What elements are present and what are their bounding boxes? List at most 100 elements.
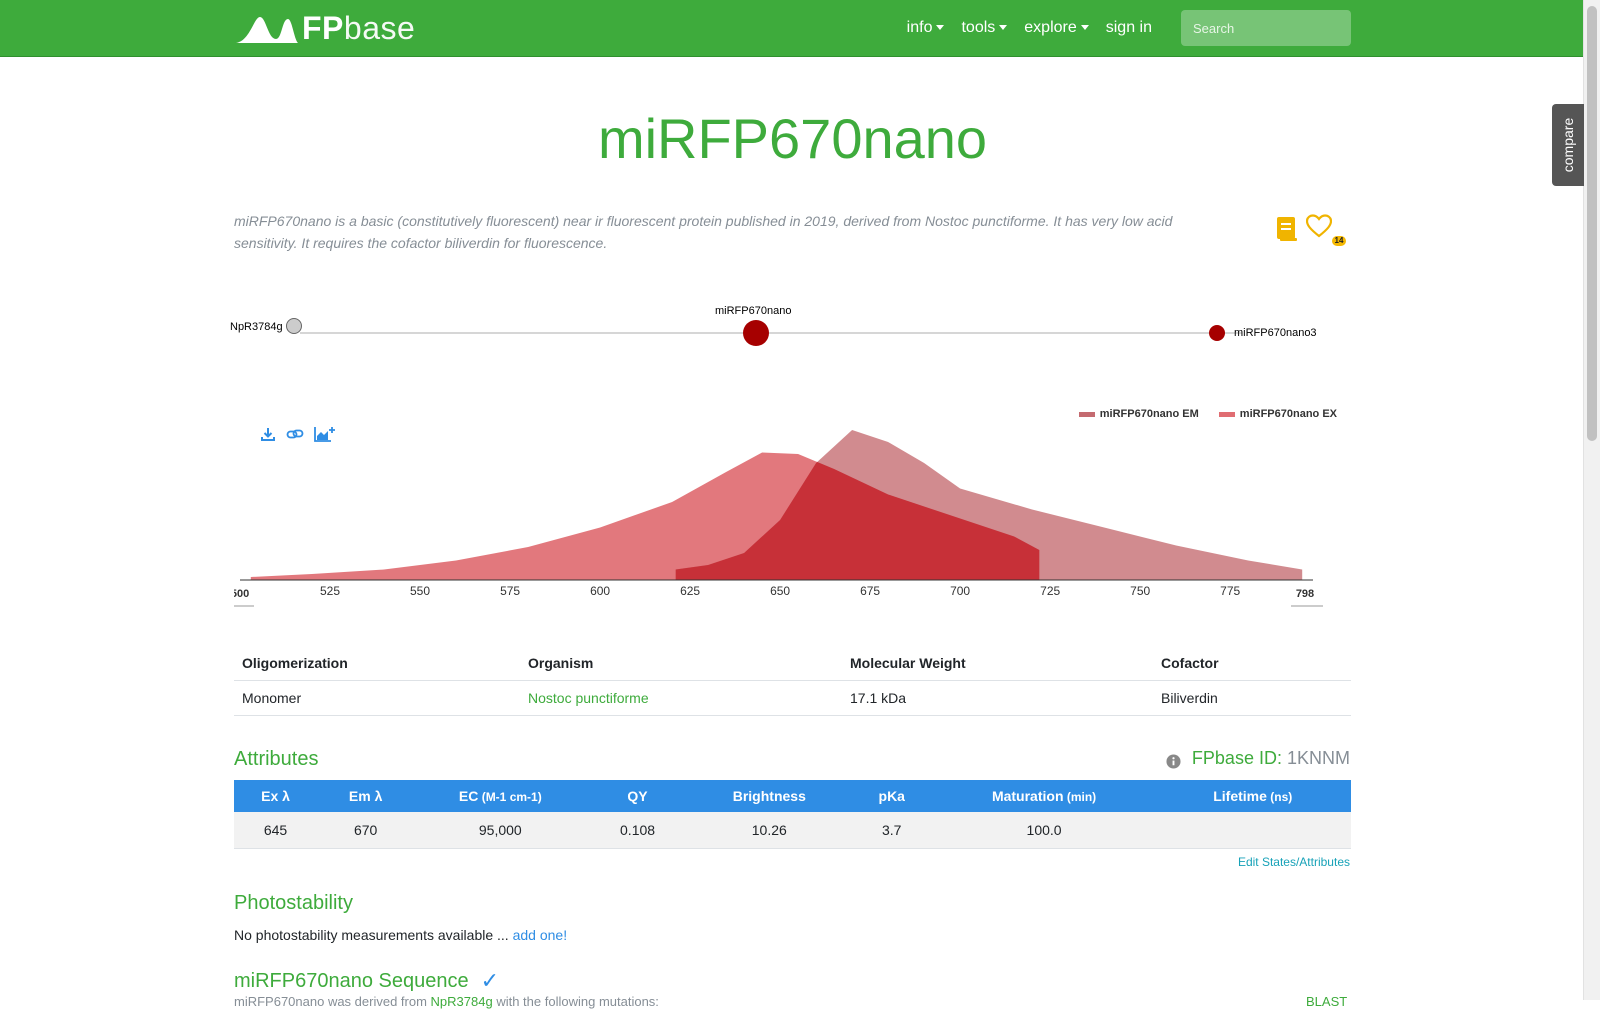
protein-description: miRFP670nano is a basic (constitutively … (234, 213, 1173, 251)
compare-tab-label: compare (1560, 117, 1576, 173)
download-icon[interactable] (260, 426, 276, 442)
organism-link[interactable]: Nostoc punctiforme (528, 690, 649, 706)
attributes-table: Ex λ Em λ EC (M-1 cm-1) QY Brightness pKa Matu… (234, 780, 1351, 849)
x-tick-label-575: 575 (500, 584, 520, 598)
spectra-viewer: miRFP670nano EM miRFP670nano EX 525 550 57… (228, 400, 1351, 620)
x-tick-label-725: 725 (1040, 584, 1060, 598)
photostability-heading: Photostability (234, 892, 353, 914)
protein-actions: 14 (1276, 212, 1346, 248)
parent-protein-link[interactable]: NpR3784g (430, 994, 493, 1009)
attributes-heading: Attributes (234, 748, 319, 770)
oligomerization-value: Monomer (234, 680, 520, 716)
attr-header-7: Lifetime (ns) (1154, 780, 1351, 812)
header-oligomerization: Oligomerization (234, 646, 520, 681)
x-tick-label-650: 650 (770, 584, 790, 598)
lineage-line (300, 332, 1242, 334)
navbar: FPbase info tools explore sign in (0, 0, 1584, 57)
properties-table: Oligomerization Organism Molecular Weigh… (234, 646, 1351, 716)
spectra-toolbar (260, 426, 336, 442)
compare-tab[interactable]: compare (1552, 104, 1584, 186)
lineage-chart: NpR3784g miRFP670nano miRFP670nano3 (230, 300, 1351, 360)
attr-value-1: 670 (317, 812, 415, 849)
book-icon[interactable] (1276, 216, 1298, 242)
cofactor-value: Biliverdin (1153, 680, 1351, 716)
spectrum-overlap (675, 452, 1040, 580)
caret-down-icon (1080, 25, 1089, 31)
properties-header-row: Oligomerization Organism Molecular Weigh… (234, 646, 1351, 681)
photostability-text: No photostability measurements available… (234, 927, 568, 943)
header-organism: Organism (520, 646, 842, 681)
attr-header-unit: (M-1 cm-1) (478, 790, 542, 804)
scrollbar-thumb[interactable] (1587, 6, 1597, 441)
page-scrollbar[interactable] (1583, 0, 1600, 1000)
attr-value-5: 3.7 (849, 812, 934, 849)
info-icon[interactable] (1166, 754, 1181, 769)
x-tick-label-525: 525 (320, 584, 340, 598)
attributes-header-row: Ex λ Em λ EC (M-1 cm-1) QY Brightness pKa Matu… (234, 780, 1351, 812)
sequence-heading: miRFP670nano Sequence (234, 969, 469, 992)
attr-header-6: Maturation (min) (933, 780, 1155, 812)
x-max-label: 798 (1296, 588, 1314, 600)
x-tick-label-625: 625 (680, 584, 700, 598)
attr-value-2: 95,000 (414, 812, 587, 849)
sequence-subtitle: miRFP670nano was derived from NpR3784g w… (234, 994, 659, 1009)
x-tick-label-675: 675 (860, 584, 880, 598)
fpbase-logo[interactable]: FPbase (236, 10, 415, 46)
attr-header-3: QY (586, 780, 689, 812)
attr-header-5: pKa (849, 780, 934, 812)
lineage-node-child[interactable] (1209, 325, 1225, 341)
blast-link[interactable]: BLAST (1306, 994, 1348, 1009)
brand-name: FPbase (302, 9, 416, 46)
attr-value-0: 645 (234, 812, 318, 849)
legend-swatch-ex (1218, 411, 1235, 417)
spectra-legend: miRFP670nano EM miRFP670nano EX (1078, 408, 1337, 420)
attr-header-unit: (ns) (1266, 790, 1293, 804)
fpbase-id: FPbase ID: 1KNNM (1191, 748, 1350, 768)
header-cofactor: Cofactor (1153, 646, 1351, 681)
attr-header-2: EC (M-1 cm-1) (414, 780, 587, 812)
x-min-label: 500 (234, 588, 249, 600)
protein-title: miRFP670nano (597, 107, 988, 170)
attributes-row: 645 670 95,000 0.108 10.26 3.7 100.0 (234, 812, 1351, 849)
heart-favorite-icon[interactable] (1306, 214, 1332, 238)
nav-sign-in[interactable]: sign in (1105, 19, 1152, 36)
spectra-plot[interactable]: 525 550 575 600 625 650 675 700 725 750 775 500 798 (228, 400, 1351, 620)
add-photostability-link[interactable]: add one! (512, 927, 568, 943)
attr-header-4: Brightness (688, 780, 850, 812)
x-tick-label-750: 750 (1130, 584, 1150, 598)
nav-menu: info tools explore sign in (890, 0, 1152, 56)
attr-value-3: 0.108 (586, 812, 689, 849)
checkmark-icon: ✓ (480, 968, 500, 993)
search-input[interactable] (1181, 10, 1351, 46)
legend-item-em[interactable]: miRFP670nano EM (1078, 408, 1199, 420)
lineage-node-parent[interactable] (286, 318, 302, 334)
attr-value-7 (1154, 812, 1351, 849)
attr-value-6: 100.0 (933, 812, 1155, 849)
lineage-label-child[interactable]: miRFP670nano3 (1234, 327, 1317, 339)
link-icon[interactable] (286, 426, 304, 442)
lineage-node-current[interactable] (743, 320, 769, 346)
sequence-header: miRFP670nano Sequence ✓ (234, 968, 499, 994)
spectrum-logo-icon (236, 17, 298, 43)
attr-value-4: 10.26 (688, 812, 850, 849)
header-molecular-weight: Molecular Weight (842, 646, 1153, 681)
caret-down-icon (936, 25, 945, 31)
caret-down-icon (999, 25, 1008, 31)
nav-info-dropdown[interactable]: info (907, 19, 945, 37)
lineage-label-parent[interactable]: NpR3784g (230, 321, 283, 333)
x-tick-label-550: 550 (410, 584, 430, 598)
x-tick-label-600: 600 (590, 584, 610, 598)
favorite-count-badge: 14 (1332, 236, 1346, 246)
nav-tools-dropdown[interactable]: tools (961, 19, 1008, 37)
legend-item-ex[interactable]: miRFP670nano EX (1218, 408, 1337, 420)
chart-add-icon[interactable] (314, 426, 336, 442)
x-tick-label-700: 700 (950, 584, 970, 598)
attr-header-1: Em λ (317, 780, 415, 812)
attr-header-unit: (min) (1063, 790, 1097, 804)
lineage-label-current: miRFP670nano (715, 305, 792, 317)
nav-explore-dropdown[interactable]: explore (1024, 19, 1089, 37)
legend-swatch-em (1078, 411, 1095, 417)
edit-states-link[interactable]: Edit States/Attributes (1237, 855, 1350, 869)
molecular-weight-value: 17.1 kDa (842, 680, 1153, 716)
properties-row: Monomer Nostoc punctiforme 17.1 kDa Bili… (234, 680, 1351, 716)
